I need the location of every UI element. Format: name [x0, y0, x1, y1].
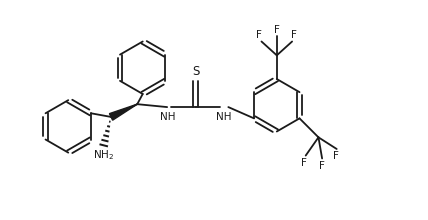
- Text: F: F: [274, 25, 280, 35]
- Polygon shape: [110, 104, 137, 120]
- Text: F: F: [256, 30, 262, 40]
- Text: F: F: [291, 30, 297, 40]
- Text: F: F: [319, 161, 325, 171]
- Text: F: F: [333, 151, 339, 161]
- Text: F: F: [300, 158, 306, 168]
- Text: NH$_2$: NH$_2$: [93, 148, 114, 162]
- Text: NH: NH: [160, 112, 175, 122]
- Text: NH: NH: [216, 112, 232, 122]
- Text: S: S: [192, 65, 199, 78]
